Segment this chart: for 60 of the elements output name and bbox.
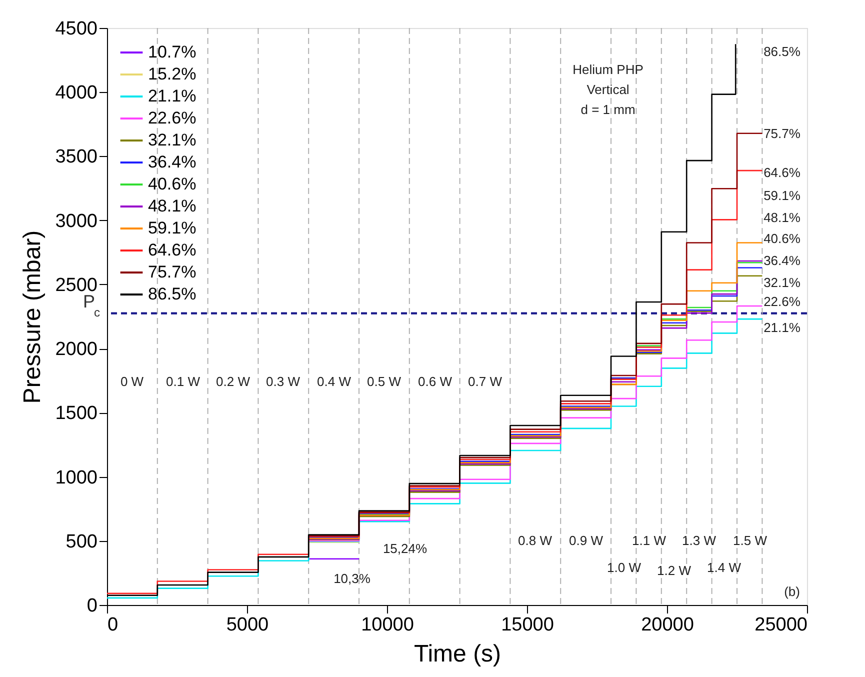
- annotation: 48.1%: [764, 210, 801, 225]
- x-tick-label: 25000: [754, 614, 808, 636]
- annotation: 40.6%: [764, 231, 801, 246]
- annotation: 1.4 W: [707, 560, 742, 575]
- annotation: 0.5 W: [367, 374, 402, 389]
- annotation: 59.1%: [764, 188, 801, 203]
- annotation: 32.1%: [764, 275, 801, 290]
- annotation: 1.5 W: [733, 533, 768, 548]
- annotation: 0.3 W: [266, 374, 301, 389]
- annotation: 0.4 W: [317, 374, 352, 389]
- annotation: 0.1 W: [166, 374, 201, 389]
- annotation: 22.6%: [764, 294, 801, 309]
- legend-label: 64.6%: [148, 240, 196, 260]
- y-tick-label: 4500: [55, 18, 98, 40]
- annotation: (b): [784, 584, 800, 599]
- annotation: 86.5%: [764, 44, 801, 59]
- annotation: 15,24%: [382, 541, 428, 556]
- y-tick-label: 2500: [55, 274, 98, 296]
- annotation: 0.2 W: [216, 374, 251, 389]
- legend-label: 10.7%: [148, 42, 196, 62]
- annotation: 0.6 W: [418, 374, 453, 389]
- annotation: 1.3 W: [682, 533, 717, 548]
- legend-label: 75.7%: [148, 262, 196, 282]
- annotation: 1.2 W: [657, 563, 692, 578]
- annotation: 36.4%: [764, 253, 801, 268]
- annotation: Helium PHP Vertical d = 1 mm: [572, 62, 644, 117]
- annotation: 1.1 W: [632, 533, 667, 548]
- y-axis-title: Pressure (mbar): [19, 230, 46, 404]
- y-tick-label: 1000: [55, 467, 98, 488]
- y-tick-label: 4000: [55, 82, 98, 104]
- annotation: 0.8 W: [518, 533, 553, 548]
- legend-label: 15.2%: [148, 64, 196, 84]
- legend-label: 48.1%: [148, 196, 196, 216]
- x-tick-label: 0: [108, 614, 118, 636]
- x-tick-label: 10000: [361, 614, 414, 636]
- legend-label: 36.4%: [148, 152, 196, 172]
- legend-label: 21.1%: [148, 86, 196, 106]
- y-tick-label: 3000: [55, 210, 98, 232]
- annotation: 1.0 W: [607, 560, 642, 575]
- x-axis-title: Time (s): [414, 640, 502, 668]
- x-tick-label: 20000: [641, 614, 694, 636]
- legend-label: 86.5%: [148, 284, 196, 304]
- y-tick-label: 1500: [55, 403, 98, 424]
- y-tick-label: 0: [86, 596, 98, 616]
- annotation: 10,3%: [334, 571, 371, 586]
- annotation: 64.6%: [764, 165, 801, 180]
- y-tick-label: 2000: [55, 339, 98, 360]
- x-tick-label: 15000: [501, 614, 554, 636]
- y-tick-label: 3500: [55, 146, 98, 168]
- x-tick-label: 5000: [226, 614, 269, 636]
- legend-label: 59.1%: [148, 218, 196, 238]
- annotation: 0.9 W: [569, 533, 604, 548]
- legend-label: 40.6%: [148, 174, 196, 194]
- annotation: 0.7 W: [468, 374, 503, 389]
- legend-label: 22.6%: [148, 108, 196, 128]
- y-tick-label: 500: [66, 531, 98, 552]
- legend-label: 32.1%: [148, 130, 196, 150]
- annotation: 75.7%: [764, 126, 801, 141]
- annotation: 0 W: [120, 374, 144, 389]
- annotation: 21.1%: [764, 320, 801, 335]
